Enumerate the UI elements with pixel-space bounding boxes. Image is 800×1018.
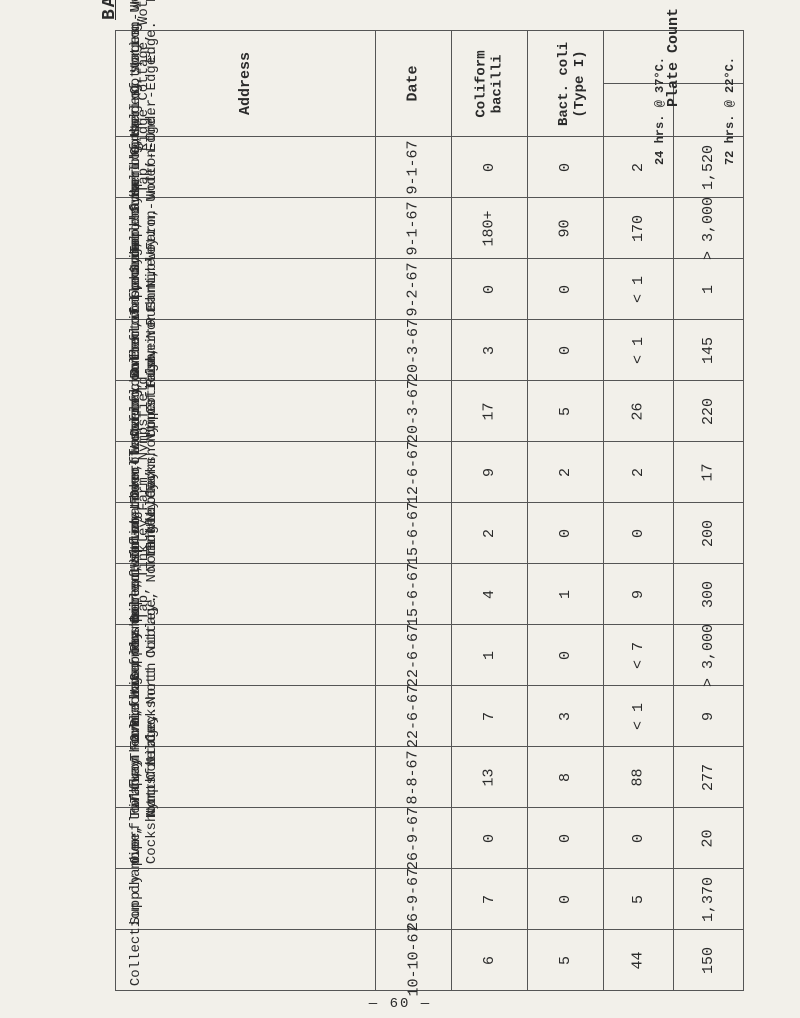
cell-date: 20-3-67	[376, 320, 452, 381]
cell-date: 12-6-67	[376, 442, 452, 503]
page-footer: — 60 —	[0, 996, 800, 1012]
cell-bact: 90	[528, 198, 604, 259]
cell-coliform: 0	[452, 808, 528, 869]
cell-plate72: 17	[674, 442, 744, 503]
cell-plate72: 20	[674, 808, 744, 869]
cell-coliform: 180+	[452, 198, 528, 259]
cell-plate72: 145	[674, 320, 744, 381]
cell-coliform: 6	[452, 930, 528, 991]
table-row: Overflow from collection chamber of spri…	[116, 381, 744, 442]
table-row: Tap, Ridge Cottage, Wotton-Under-Edge9-1…	[116, 137, 744, 198]
cell-coliform: 7	[452, 686, 528, 747]
cell-date: 15-6-67	[376, 503, 452, 564]
cell-bact: 0	[528, 808, 604, 869]
cell-plate72: 9	[674, 686, 744, 747]
cell-plate72: 150	[674, 930, 744, 991]
cell-plate72: 200	[674, 503, 744, 564]
table-row: Overflow from collection chamber of spri…	[116, 686, 744, 747]
cell-coliform: 7	[452, 869, 528, 930]
table-row: Inlet to collection chamber of spring, T…	[116, 503, 744, 564]
table-row: Supply pipe, Halfway Farm, Waterley Bott…	[116, 625, 744, 686]
cell-date: 26-9-67	[376, 808, 452, 869]
cell-plate72: 220	[674, 381, 744, 442]
cell-plate72: 1,370	[674, 869, 744, 930]
table-row: Collection chamber, Tinkley Farm, Nympsf…	[116, 930, 744, 991]
cell-plate24: 5	[604, 869, 674, 930]
cell-bact: 8	[528, 747, 604, 808]
cell-bact: 1	[528, 564, 604, 625]
cell-plate24: < 1	[604, 320, 674, 381]
cell-date: 8-8-67	[376, 747, 452, 808]
cell-bact: 0	[528, 137, 604, 198]
col-coliform: Coliform bacilli	[452, 31, 528, 137]
col-bact: Bact. coli (Type I)	[528, 31, 604, 137]
cell-address: Collection chamber, Tinkley Farm, Nympsf…	[116, 930, 376, 991]
table-row: Overflow from collection chamber of spri…	[116, 808, 744, 869]
col-plate72: 72 hrs. @ 22°C.	[674, 84, 744, 137]
cell-coliform: 4	[452, 564, 528, 625]
cell-plate24: < 1	[604, 686, 674, 747]
cell-date: 9-2-67	[376, 259, 452, 320]
cell-plate24: 26	[604, 381, 674, 442]
table-row: Supply pipe, Halfway Farm, Waterley Bott…	[116, 869, 744, 930]
cell-bact: 0	[528, 320, 604, 381]
table-row: Tap, Symond's Hall Cottages, Wotton-Unde…	[116, 259, 744, 320]
table-row: Overflow from collection chamber of spri…	[116, 320, 744, 381]
cell-coliform: 2	[452, 503, 528, 564]
cell-plate24: 88	[604, 747, 674, 808]
cell-date: 22-6-67	[376, 686, 452, 747]
cell-bact: 5	[528, 930, 604, 991]
cell-plate24: 0	[604, 808, 674, 869]
cell-date: 26-9-67	[376, 869, 452, 930]
results-table: Address Date Coliform bacilli Bact. coli…	[115, 30, 744, 991]
cell-coliform: 9	[452, 442, 528, 503]
cell-bact: 5	[528, 381, 604, 442]
cell-bact: 2	[528, 442, 604, 503]
cell-plate72: 300	[674, 564, 744, 625]
col-plate24: 24 hrs. @ 37°C.	[604, 84, 674, 137]
cell-bact: 0	[528, 259, 604, 320]
cell-plate72: 277	[674, 747, 744, 808]
cell-coliform: 13	[452, 747, 528, 808]
cell-coliform: 17	[452, 381, 528, 442]
cell-date: 22-6-67	[376, 625, 452, 686]
cell-date: 9-1-67	[376, 137, 452, 198]
cell-coliform: 0	[452, 137, 528, 198]
table-row: Overflow from collection chamber of spri…	[116, 442, 744, 503]
cell-plate72: 1	[674, 259, 744, 320]
cell-date: 9-1-67	[376, 198, 452, 259]
cell-plate24: 44	[604, 930, 674, 991]
cell-plate24: < 1	[604, 259, 674, 320]
cell-plate24: 2	[604, 442, 674, 503]
cell-coliform: 0	[452, 259, 528, 320]
table-row: Tap, Symond's Hall Cottages, Wotton-Unde…	[116, 198, 744, 259]
cell-bact: 0	[528, 503, 604, 564]
cell-coliform: 3	[452, 320, 528, 381]
cell-date: 15-6-67	[376, 564, 452, 625]
table-row: Tap, Tinkley Farm, Nympsfield.15-6-67419…	[116, 564, 744, 625]
col-date: Date	[376, 31, 452, 137]
cell-plate72: > 3,000	[674, 625, 744, 686]
cell-bact: 0	[528, 625, 604, 686]
cell-plate72: > 3,000	[674, 198, 744, 259]
cell-plate24: 0	[604, 503, 674, 564]
cell-plate24: 170	[604, 198, 674, 259]
cell-bact: 0	[528, 869, 604, 930]
cell-plate24: < 7	[604, 625, 674, 686]
cell-bact: 3	[528, 686, 604, 747]
cell-date: 20-3-67	[376, 381, 452, 442]
page-title: BACTERIOLOGICAL EXAMINATION OF SAMPLES T…	[100, 0, 120, 20]
cell-date: 10-10-67	[376, 930, 452, 991]
cell-coliform: 1	[452, 625, 528, 686]
table-row: Tap, The Ridings, Rushmire, Wotton-Under…	[116, 747, 744, 808]
cell-plate24: 9	[604, 564, 674, 625]
